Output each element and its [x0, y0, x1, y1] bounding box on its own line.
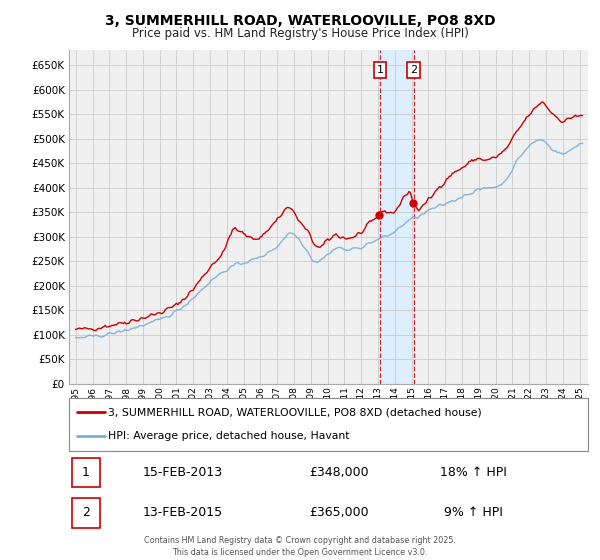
- Text: £365,000: £365,000: [309, 506, 368, 520]
- Text: 15-FEB-2013: 15-FEB-2013: [143, 466, 223, 479]
- Text: Contains HM Land Registry data © Crown copyright and database right 2025.
This d: Contains HM Land Registry data © Crown c…: [144, 536, 456, 557]
- Text: £348,000: £348,000: [309, 466, 368, 479]
- FancyBboxPatch shape: [69, 398, 588, 451]
- Text: 13-FEB-2015: 13-FEB-2015: [143, 506, 223, 520]
- Text: Price paid vs. HM Land Registry's House Price Index (HPI): Price paid vs. HM Land Registry's House …: [131, 27, 469, 40]
- Text: 3, SUMMERHILL ROAD, WATERLOOVILLE, PO8 8XD: 3, SUMMERHILL ROAD, WATERLOOVILLE, PO8 8…: [104, 14, 496, 28]
- Bar: [380, 50, 413, 384]
- Text: 18% ↑ HPI: 18% ↑ HPI: [440, 466, 507, 479]
- FancyBboxPatch shape: [71, 498, 100, 528]
- Text: 9% ↑ HPI: 9% ↑ HPI: [445, 506, 503, 520]
- FancyBboxPatch shape: [71, 458, 100, 487]
- Text: 2: 2: [82, 506, 89, 520]
- Text: 2: 2: [410, 65, 417, 75]
- Text: 1: 1: [377, 65, 383, 75]
- Text: HPI: Average price, detached house, Havant: HPI: Average price, detached house, Hava…: [108, 431, 349, 441]
- Text: 3, SUMMERHILL ROAD, WATERLOOVILLE, PO8 8XD (detached house): 3, SUMMERHILL ROAD, WATERLOOVILLE, PO8 8…: [108, 408, 482, 418]
- Text: 1: 1: [82, 466, 89, 479]
